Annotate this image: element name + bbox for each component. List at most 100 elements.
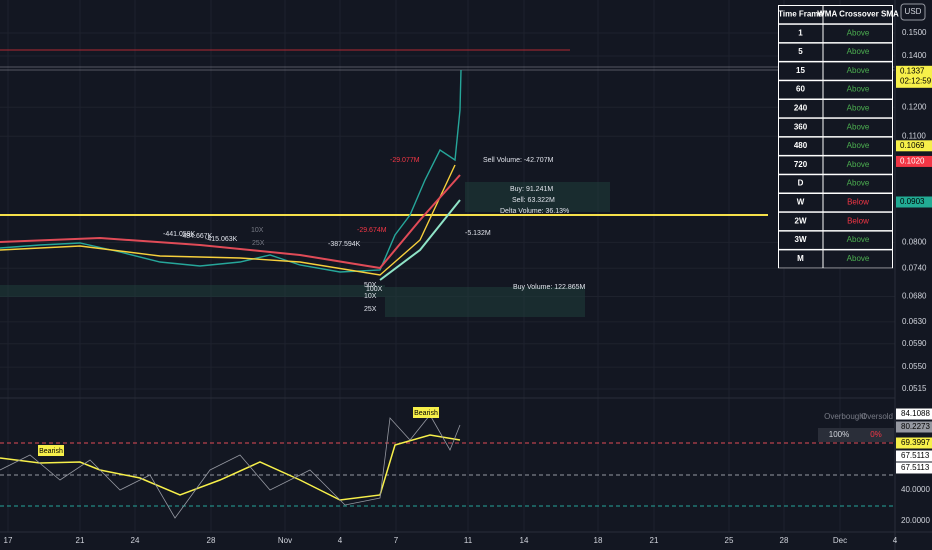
price-label: 0.0515 bbox=[902, 384, 927, 393]
table-cell bbox=[779, 250, 823, 268]
osc-badge bbox=[896, 437, 932, 449]
osc-badge bbox=[896, 462, 932, 474]
sma-line bbox=[0, 174, 461, 270]
table-cell bbox=[779, 62, 823, 80]
table-cell bbox=[779, 6, 823, 24]
table-cell bbox=[823, 6, 892, 24]
osc-label: 69.3997 bbox=[901, 438, 930, 447]
annotation: Buy Volume: 122.865M bbox=[513, 284, 586, 291]
timeframe: 5 bbox=[798, 47, 803, 56]
annotation: Bearish bbox=[39, 448, 63, 455]
status: Above bbox=[847, 28, 870, 37]
table-cell bbox=[823, 137, 892, 155]
annotation: 100% bbox=[829, 430, 849, 439]
trend-line bbox=[379, 199, 461, 281]
table-cell bbox=[823, 212, 892, 231]
timeframe: 360 bbox=[794, 122, 808, 131]
price-label: 0.1500 bbox=[902, 28, 927, 37]
time-label: 25 bbox=[725, 536, 734, 545]
annotation: 0% bbox=[870, 430, 882, 439]
price-label: 0.1100 bbox=[902, 131, 926, 140]
table-cell bbox=[823, 100, 892, 118]
annotation: -415.063K bbox=[205, 236, 238, 243]
timeframe: 480 bbox=[794, 141, 808, 150]
table-cell bbox=[823, 156, 892, 174]
osc-label: 67.5113 bbox=[901, 463, 930, 472]
timeframe: 15 bbox=[796, 66, 805, 75]
annotation: Oversold bbox=[861, 412, 893, 421]
time-label: 4 bbox=[338, 536, 343, 545]
status: Above bbox=[847, 235, 870, 244]
countdown: 02:12:59 bbox=[900, 76, 932, 85]
timeframe: 1 bbox=[798, 28, 803, 37]
status: Above bbox=[847, 122, 870, 131]
timeframe: 60 bbox=[796, 85, 805, 94]
status: Above bbox=[847, 254, 870, 263]
osc-badge bbox=[896, 421, 932, 433]
status: Above bbox=[847, 66, 870, 75]
time-label: 11 bbox=[464, 536, 473, 545]
annotation: Sell: 63.322M bbox=[512, 197, 555, 204]
timeframe: 720 bbox=[794, 160, 808, 169]
price-badge-text: 0.1337 bbox=[900, 66, 925, 75]
wma-line bbox=[0, 164, 456, 276]
volume-zone bbox=[385, 287, 585, 317]
time-label: 14 bbox=[520, 536, 529, 545]
time-label: 4 bbox=[893, 536, 898, 545]
table-cell bbox=[823, 81, 892, 99]
annotation: Bearish bbox=[414, 410, 438, 417]
table-cell bbox=[779, 43, 823, 61]
annotation: -441.059K bbox=[163, 231, 196, 238]
status: Above bbox=[847, 47, 870, 56]
price-label: 0.0800 bbox=[902, 237, 927, 246]
annotation: Buy: 91.241M bbox=[510, 186, 553, 193]
volume-zone bbox=[465, 182, 610, 212]
time-label: 28 bbox=[207, 536, 216, 545]
table-cell bbox=[779, 24, 823, 43]
grid bbox=[0, 0, 896, 532]
price-label: 0.0590 bbox=[902, 339, 927, 348]
annotation: 100X bbox=[366, 286, 383, 293]
table-header: WMA Crossover SMA bbox=[817, 10, 899, 19]
time-label: 21 bbox=[650, 536, 659, 545]
table-cell bbox=[779, 137, 823, 155]
currency[interactable]: USD bbox=[905, 7, 922, 16]
osc-badge bbox=[896, 408, 932, 420]
annotation: Overbought bbox=[824, 412, 867, 421]
table-cell bbox=[823, 62, 892, 80]
timeframe: W bbox=[797, 198, 805, 207]
table-cell bbox=[823, 231, 892, 249]
annotation: -5.132M bbox=[465, 230, 491, 237]
annotation: Sell Volume: -42.707M bbox=[483, 157, 554, 164]
currency-button[interactable] bbox=[900, 3, 926, 21]
oscillator-line bbox=[0, 434, 461, 501]
time-label: Dec bbox=[833, 536, 847, 545]
status: Above bbox=[847, 160, 870, 169]
price-label: 0.0740 bbox=[902, 263, 927, 272]
price-label: 0.1200 bbox=[902, 102, 927, 111]
osc-label: 67.5113 bbox=[901, 451, 930, 460]
annotation: Delta Volume: 36.13% bbox=[500, 208, 569, 215]
label-box bbox=[413, 407, 439, 418]
table-cell bbox=[779, 118, 823, 137]
status: Above bbox=[847, 104, 870, 113]
annotation: 10X bbox=[251, 227, 264, 234]
timeframe: 2W bbox=[795, 216, 807, 225]
table-cell bbox=[779, 156, 823, 174]
time-label: 28 bbox=[780, 536, 789, 545]
annotation: 50X bbox=[364, 282, 377, 289]
time-label: 18 bbox=[594, 536, 603, 545]
annotation: -387.594K bbox=[328, 241, 361, 248]
oscillator-trace bbox=[0, 414, 461, 519]
time-label: 24 bbox=[131, 536, 140, 545]
table-cell bbox=[823, 118, 892, 137]
status: Above bbox=[847, 179, 870, 188]
annotation: -29.674M bbox=[357, 227, 387, 234]
table-cell bbox=[779, 194, 823, 212]
table-cell bbox=[779, 231, 823, 249]
table-cell bbox=[779, 175, 823, 193]
osc-label: 84.1088 bbox=[901, 409, 930, 418]
osc-label: 40.0000 bbox=[901, 485, 930, 494]
table-cell bbox=[779, 81, 823, 99]
